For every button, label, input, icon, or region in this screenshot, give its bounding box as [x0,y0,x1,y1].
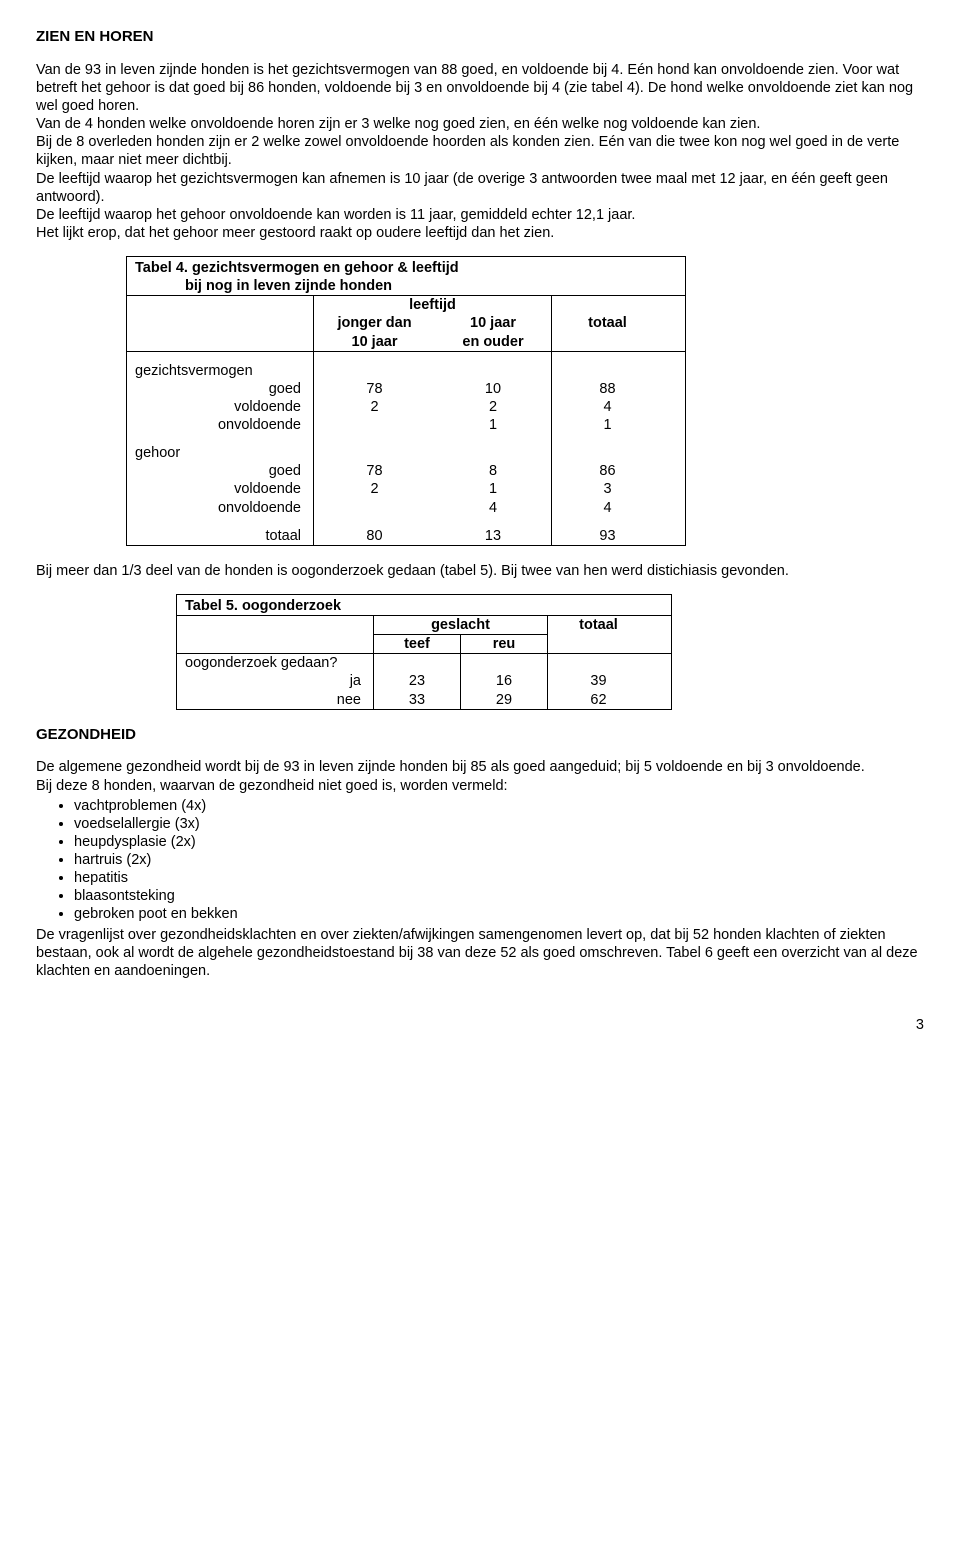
table4-cell: 4 [552,398,664,416]
section-zien-horen-text: Van de 93 in leven zijnde honden is het … [36,61,924,242]
gezondheid-bullets: vachtproblemen (4x) voedselallergie (3x)… [74,797,924,924]
bullet-item: blaasontsteking [74,887,924,905]
table4-row: onvoldoende [127,416,314,434]
table4-title-line2: bij nog in leven zijnde honden [127,277,664,296]
table5-question: oogonderzoek gedaan? [177,654,374,673]
table4-cell: 80 [314,527,436,546]
table4-row: voldoende [127,398,314,416]
table4-cell: 3 [552,480,664,498]
section-gezondheid-heading: GEZONDHEID [36,726,924,745]
table5-cell: 23 [374,672,461,690]
table4-col2b: en ouder [435,333,552,352]
table5-col3: totaal [548,616,650,635]
table4-cell: 4 [552,499,664,517]
table4-cell: 4 [435,499,552,517]
table5-row-ja: ja [177,672,374,690]
table4-cell: 10 [435,380,552,398]
table5-col2: reu [461,635,548,654]
table5-cell: 16 [461,672,548,690]
bullet-item: vachtproblemen (4x) [74,797,924,815]
table-4: Tabel 4. gezichtsvermogen en gehoor & le… [126,256,924,546]
table4-cell: 2 [314,398,436,416]
table4-col1a: jonger dan [314,314,436,332]
table4-col-group: leeftijd [314,296,552,315]
table4-cell: 78 [314,462,436,480]
table5-cell: 33 [374,691,461,710]
page-number: 3 [36,1016,924,1034]
table4-col3: totaal [552,314,664,332]
table4-group-b: gehoor [127,444,314,462]
table4-cell: 1 [552,416,664,434]
bullet-item: hartruis (2x) [74,851,924,869]
table4-group-a: gezichtsvermogen [127,362,314,380]
table4-cell: 13 [435,527,552,546]
mid-paragraph: Bij meer dan 1/3 deel van de honden is o… [36,562,924,580]
table5-cell: 29 [461,691,548,710]
table4-row: voldoende [127,480,314,498]
table4-cell [314,499,436,517]
table4-cell: 78 [314,380,436,398]
table4-cell: 2 [314,480,436,498]
table4-cell: 1 [435,416,552,434]
table5-cell: 39 [548,672,650,690]
bullet-item: hepatitis [74,869,924,887]
table5-title: Tabel 5. oogonderzoek [177,594,461,615]
table4-cell [314,416,436,434]
table5-col-group: geslacht [374,616,548,635]
table-5: Tabel 5. oogonderzoek geslacht totaal te… [176,594,924,710]
table5-cell: 62 [548,691,650,710]
table4-cell: 8 [435,462,552,480]
bullet-item: voedselallergie (3x) [74,815,924,833]
section-zien-horen-heading: ZIEN EN HOREN [36,28,924,47]
gezondheid-para2: De vragenlijst over gezondheidsklachten … [36,926,924,980]
table4-row-totaal: totaal [127,527,314,546]
table4-cell: 86 [552,462,664,480]
table4-col2a: 10 jaar [435,314,552,332]
table4-cell: 2 [435,398,552,416]
bullet-item: heupdysplasie (2x) [74,833,924,851]
bullet-item: gebroken poot en bekken [74,905,924,923]
table4-col1b: 10 jaar [314,333,436,352]
table4-row: onvoldoende [127,499,314,517]
table4-row: goed [127,462,314,480]
table4-cell: 88 [552,380,664,398]
gezondheid-para1: De algemene gezondheid wordt bij de 93 i… [36,758,924,794]
table5-row-nee: nee [177,691,374,710]
table5-col1: teef [374,635,461,654]
table4-cell: 1 [435,480,552,498]
table4-cell: 93 [552,527,664,546]
table4-title-line1: Tabel 4. gezichtsvermogen en gehoor & le… [127,257,664,278]
table4-row: goed [127,380,314,398]
